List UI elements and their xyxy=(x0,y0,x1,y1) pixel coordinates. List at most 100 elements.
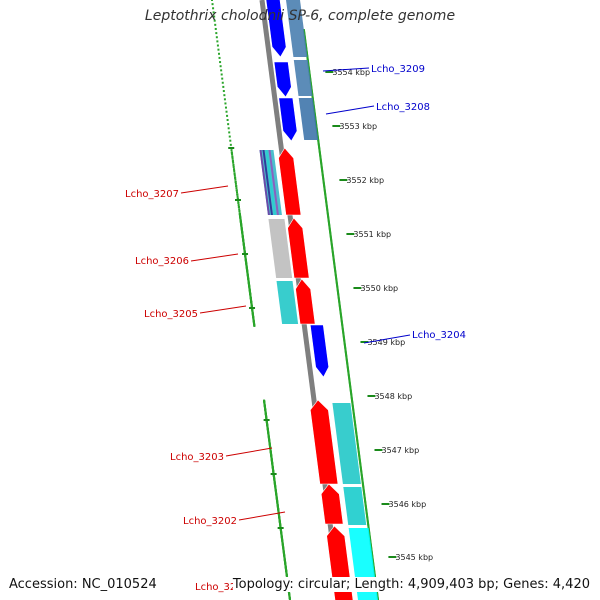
gene-label-leader xyxy=(238,511,286,521)
guide-dot xyxy=(235,185,238,188)
kbp-tick-label: 3547 kbp xyxy=(382,446,420,455)
guide-dot xyxy=(222,90,225,93)
guide-dot xyxy=(230,151,233,154)
guide-dot xyxy=(232,168,235,171)
accession-text: Accession: NC_010524 xyxy=(9,577,157,592)
guide-dot xyxy=(224,106,227,109)
gene-label-leader xyxy=(325,105,375,115)
feature-block-3206 xyxy=(268,219,293,278)
feature-block-3208 xyxy=(298,98,319,140)
guide-dot xyxy=(233,172,236,175)
gene-arrow-3208 xyxy=(278,97,298,142)
guide-dot xyxy=(229,143,232,146)
guide-dot xyxy=(231,157,234,160)
map-title: Leptothrix cholodnii SP-6, complete geno… xyxy=(144,8,456,24)
guide-dot xyxy=(224,102,227,105)
guide-dot xyxy=(219,61,222,64)
guide-dot xyxy=(213,19,216,22)
guide-dot xyxy=(228,135,231,138)
gene-label-leader xyxy=(322,67,370,72)
gene-label: Lcho_3201 xyxy=(195,582,249,593)
gene-label: Lcho_3203 xyxy=(170,452,224,463)
gene-label-leader xyxy=(190,253,239,262)
guide-dot xyxy=(214,27,217,30)
guide-dot xyxy=(221,77,224,80)
gene-label-leader xyxy=(363,334,411,344)
guide-dot xyxy=(234,182,237,185)
guide-dot xyxy=(238,208,241,211)
guide-dot xyxy=(237,204,240,207)
guide-dot xyxy=(236,197,239,200)
kbp-tick-label: 3551 kbp xyxy=(353,230,391,239)
guide-dot xyxy=(235,187,238,190)
feature-block-3205 xyxy=(276,281,299,324)
guide-dot xyxy=(213,15,216,18)
guide-dot xyxy=(232,161,235,164)
gene-label-leader xyxy=(199,305,247,314)
guide-dot xyxy=(238,210,241,213)
feature-stripe xyxy=(262,150,273,215)
guide-dot xyxy=(217,52,220,55)
guide-dot xyxy=(226,114,229,117)
kbp-tick-label: 3550 kbp xyxy=(360,284,398,293)
guide-dot xyxy=(211,0,213,1)
guide-dot xyxy=(234,178,237,181)
guide-dot xyxy=(236,191,239,194)
gene-label: Lcho_3208 xyxy=(376,102,430,113)
guide-dot xyxy=(225,110,228,113)
gene-label-leader xyxy=(225,447,273,457)
guide-dot xyxy=(212,7,215,10)
guide-dot xyxy=(215,36,218,39)
kbp-tick-label: 3545 kbp xyxy=(395,553,433,562)
gene-label: Lcho_3207 xyxy=(125,189,179,200)
feature-stripe xyxy=(268,150,279,215)
guide-dot xyxy=(220,69,223,72)
guide-dot xyxy=(216,44,219,47)
guide-dot xyxy=(236,193,239,196)
guide-dot xyxy=(231,153,234,156)
gene-label: Lcho_3204 xyxy=(412,330,466,341)
gene-label: Lcho_3206 xyxy=(135,256,189,267)
guide-dot xyxy=(223,98,226,101)
feature-block-3203 xyxy=(332,403,361,484)
gene-label: Lcho_3202 xyxy=(183,516,237,527)
feature-stripe xyxy=(265,150,276,215)
gene-arrow-3209 xyxy=(273,61,292,98)
guide-dot xyxy=(221,81,224,84)
guide-dot xyxy=(235,189,238,192)
guide-dot xyxy=(222,85,225,88)
feature-stripe xyxy=(259,150,270,215)
gene-arrow-3204 xyxy=(309,324,330,378)
guide-dot xyxy=(211,3,214,6)
guide-dot xyxy=(215,32,218,35)
guide-dot xyxy=(227,123,230,126)
guide-dot xyxy=(234,176,237,179)
guide-dot xyxy=(219,65,222,68)
guide-dot xyxy=(234,180,237,183)
kbp-tick-label: 3549 kbp xyxy=(367,338,405,347)
guide-dot xyxy=(236,195,239,198)
gene-arrow-3205 xyxy=(295,278,316,325)
guide-dot xyxy=(232,163,235,166)
feature-block-3210 xyxy=(286,0,308,57)
guide-dot xyxy=(237,206,240,209)
guide-dot xyxy=(237,201,240,204)
kbp-tick-label: 3546 kbp xyxy=(389,500,427,509)
guide-dot xyxy=(227,127,230,130)
feature-tracks xyxy=(259,0,378,600)
gene-arrows xyxy=(265,0,354,600)
gene-arrow-3206 xyxy=(287,217,310,279)
feature-block-3209 xyxy=(293,60,313,96)
gene-labels: Lcho_3209 Lcho_3208 Lcho_3207 Lcho_3206 Lcho… xyxy=(125,64,466,593)
guide-dot xyxy=(228,131,231,134)
guide-dot xyxy=(253,324,256,327)
guide-dot xyxy=(233,174,236,177)
feature-block-3202 xyxy=(343,487,367,525)
gene-arrow-3210 xyxy=(265,0,287,58)
kbp-tick-label: 3554 kbp xyxy=(332,68,370,77)
gene-label-leader xyxy=(180,185,229,194)
kbp-tick-label: 3553 kbp xyxy=(339,122,377,131)
guide-dot xyxy=(218,56,221,59)
kbp-tick-label: 3548 kbp xyxy=(374,392,412,401)
guide-dot xyxy=(217,48,220,51)
